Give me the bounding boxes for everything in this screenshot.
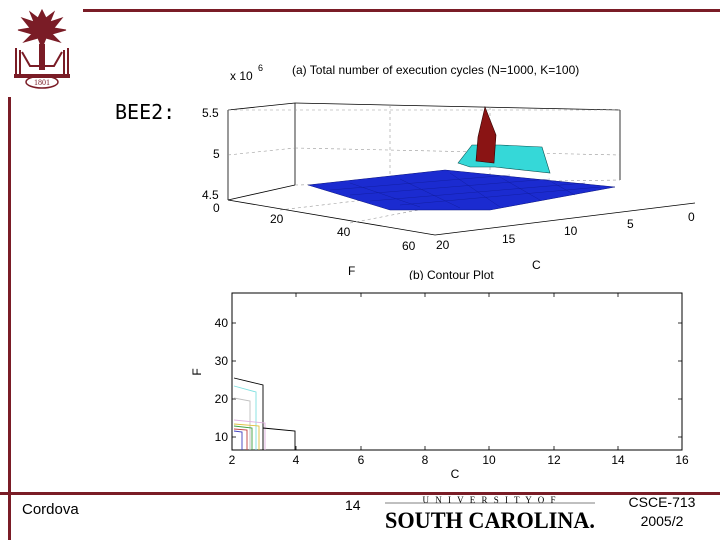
wordmark-south-carolina: SOUTH CAROLINA. (385, 508, 595, 533)
c-tick: 10 (564, 224, 578, 238)
surface-cyan-region (457, 144, 551, 174)
contour-line (262, 427, 296, 450)
c-tick: 5 (627, 217, 634, 231)
f-tick: 60 (402, 239, 416, 253)
footer-term: 2005/2 (640, 513, 684, 529)
contour-line (233, 419, 266, 450)
usc-palmetto-logo: 1801 (14, 8, 70, 89)
surface-base (307, 169, 616, 211)
c-tick: 0 (688, 210, 695, 224)
c-tick: 20 (436, 238, 450, 252)
contour-line (233, 397, 251, 450)
z-tick: 0 (213, 201, 220, 215)
z-tick: 4.5 (202, 188, 219, 202)
contour-line (233, 385, 257, 450)
z-tick-labels: 5.5 5 4.5 0 (202, 106, 220, 215)
plot-a-title: (a) Total number of execution cycles (N=… (292, 63, 579, 77)
contour-y-tick-labels: 10 20 30 40 (215, 316, 229, 444)
contour-x-label: C (451, 467, 460, 481)
x-tick: 10 (482, 453, 496, 467)
contour-ticks (231, 293, 683, 450)
surface-peak (475, 105, 497, 164)
x-tick: 6 (358, 453, 365, 467)
footer-page-number: 14 (345, 497, 361, 513)
f-axis-label: F (348, 264, 355, 278)
surface-mesh (329, 172, 601, 209)
frame-top-rule (83, 9, 720, 12)
y-tick: 20 (215, 392, 229, 406)
z-scale-exponent: 6 (258, 63, 263, 73)
contour-plot: 2 4 6 8 10 12 14 16 10 20 30 40 C F (190, 292, 689, 481)
footer-course: CSCE-713 2005/2 (612, 493, 712, 531)
contour-lines (233, 377, 296, 450)
x-tick: 4 (293, 453, 300, 467)
plot-b-title: (b) Contour Plot (409, 268, 494, 280)
y-tick: 40 (215, 316, 229, 330)
x-tick: 12 (547, 453, 561, 467)
z-tick: 5.5 (202, 106, 219, 120)
contour-y-label: F (190, 368, 204, 375)
contour-axes-box (231, 292, 683, 451)
contour-line (233, 425, 253, 450)
contour-line (233, 423, 260, 450)
contour-line (233, 430, 243, 450)
frame-bottom-rule (0, 492, 720, 495)
x-tick: 14 (611, 453, 625, 467)
surface-box (227, 102, 696, 236)
surface-plot: (a) Total number of execution cycles (N=… (202, 63, 696, 280)
f-tick: 20 (270, 212, 284, 226)
logo-year: 1801 (34, 78, 50, 87)
x-tick: 2 (229, 453, 236, 467)
x-tick: 8 (422, 453, 429, 467)
footer-course-code: CSCE-713 (628, 494, 696, 510)
z-scale-label: x 10 (230, 69, 253, 83)
slide-title: BEE2: (115, 100, 176, 124)
x-tick: 16 (675, 453, 689, 467)
wordmark-university-of: U N I V E R S I T Y O F (423, 495, 558, 505)
contour-x-tick-labels: 2 4 6 8 10 12 14 16 (229, 453, 689, 467)
f-tick-labels: 20 40 60 (270, 212, 416, 253)
footer-author: Cordova (22, 501, 79, 518)
y-tick: 10 (215, 430, 229, 444)
usc-wordmark-logo: U N I V E R S I T Y O F SOUTH CAROLINA. (385, 495, 595, 533)
y-tick: 30 (215, 354, 229, 368)
c-tick: 15 (502, 232, 516, 246)
frame-left-rule (8, 97, 11, 540)
contour-line (233, 428, 248, 450)
c-tick-labels: 20 15 10 5 0 (436, 210, 695, 252)
f-tick: 40 (337, 225, 351, 239)
c-axis-label: C (532, 258, 541, 272)
z-tick: 5 (213, 147, 220, 161)
